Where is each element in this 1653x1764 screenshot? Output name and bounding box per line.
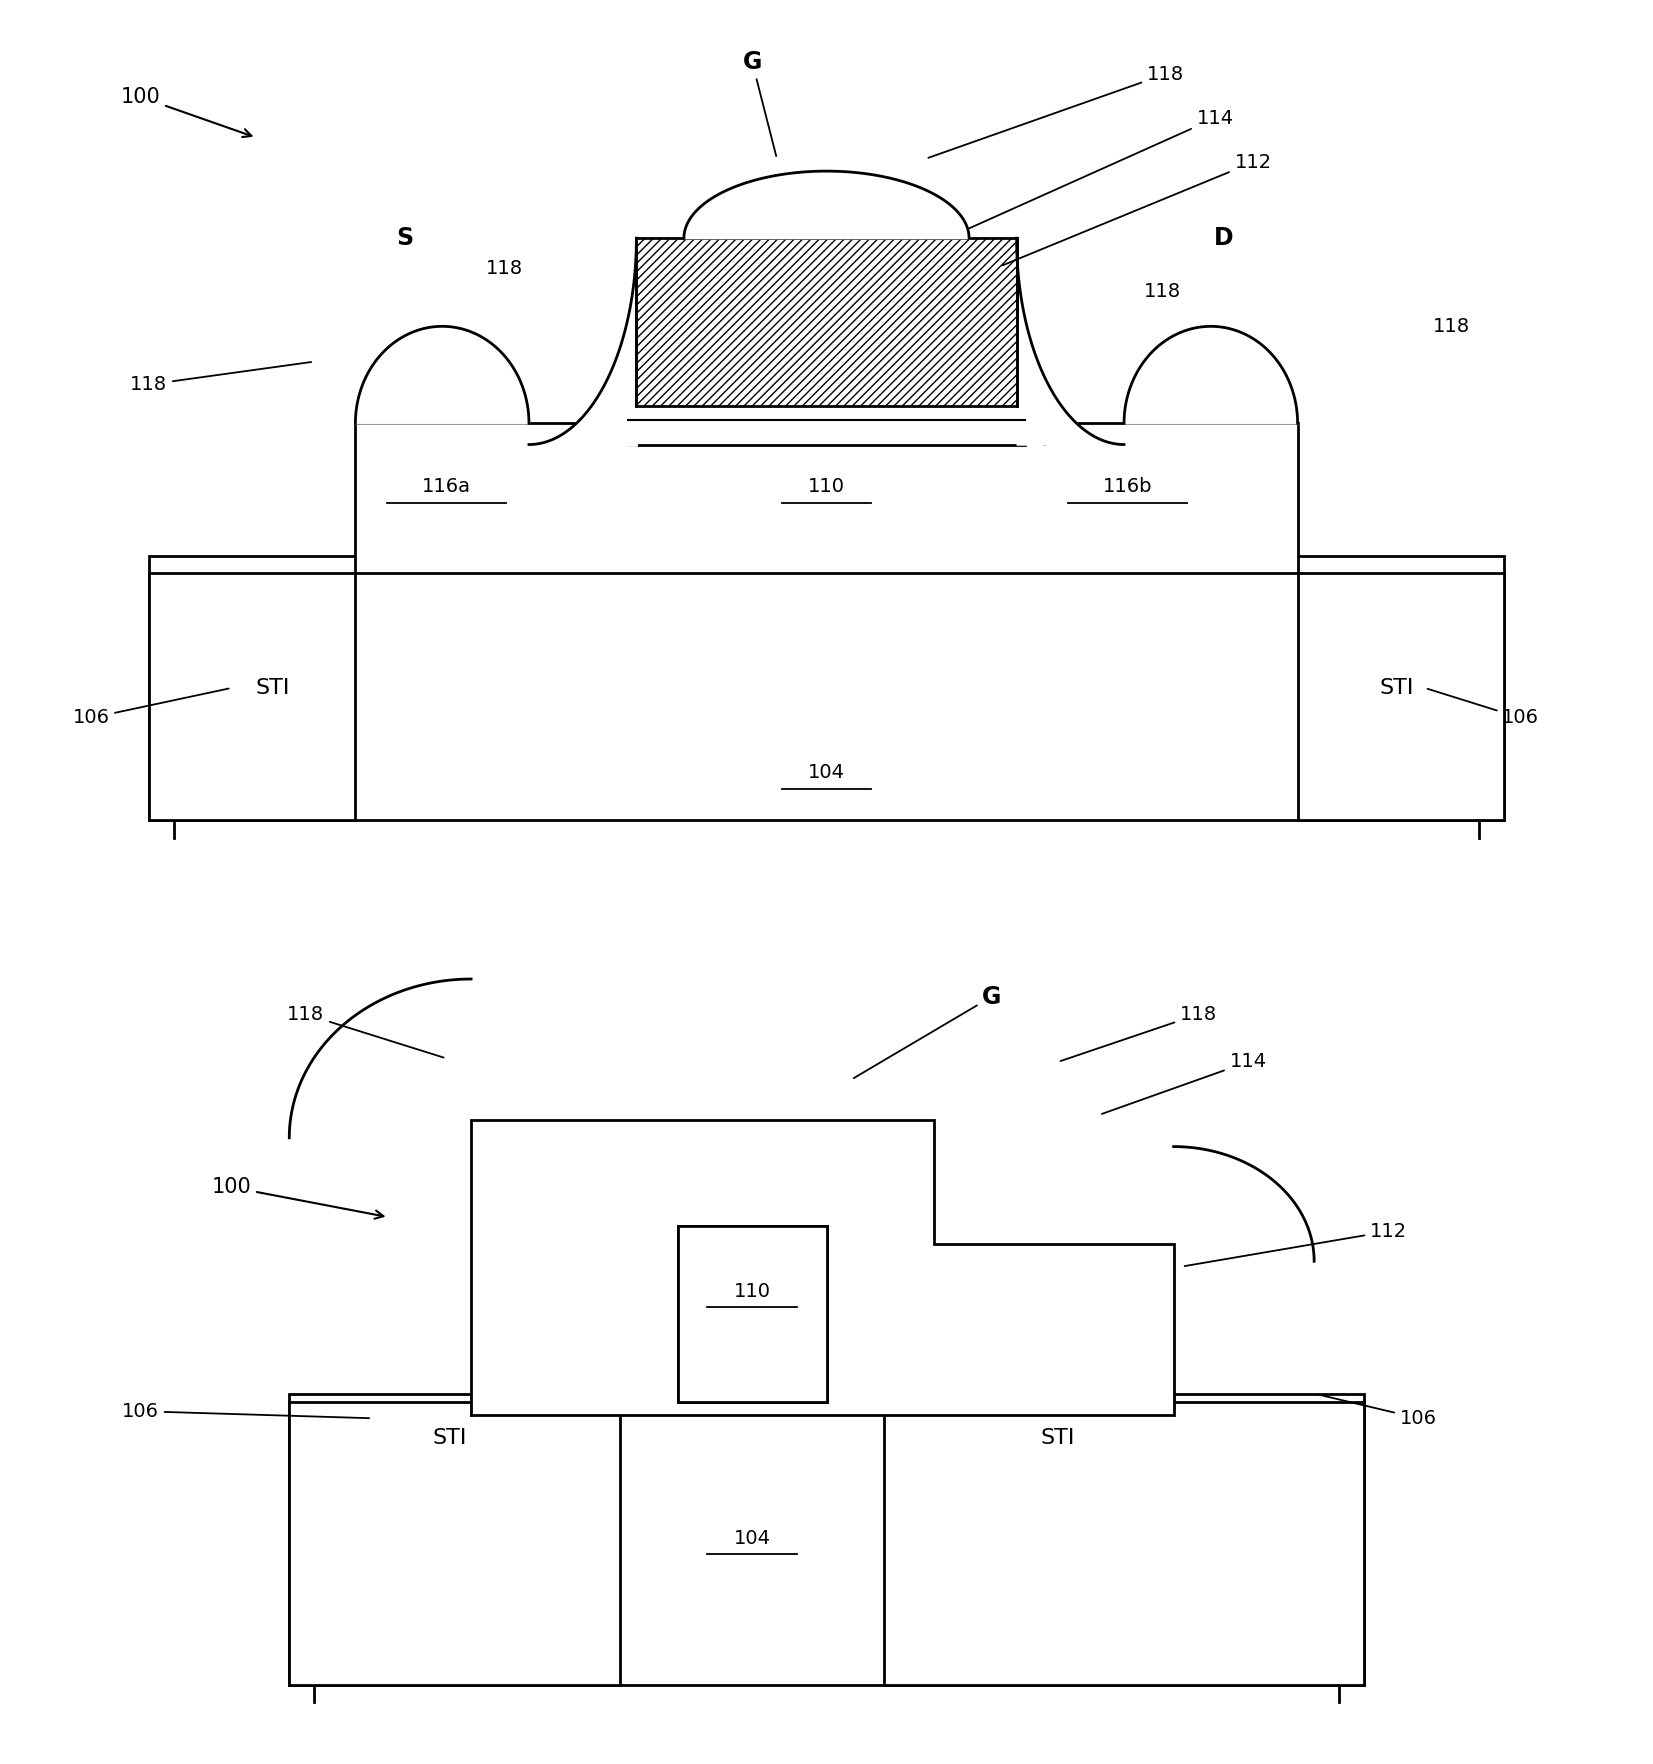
Text: 114: 114 [970, 109, 1233, 228]
Text: G: G [742, 49, 777, 155]
Text: 106: 106 [73, 688, 228, 727]
Bar [636, 238, 1017, 406]
Bar [471, 1120, 934, 1415]
Text: 118: 118 [1433, 318, 1470, 335]
Text: 100: 100 [212, 1177, 383, 1219]
Text: STI: STI [1380, 677, 1413, 699]
Text: 112: 112 [1185, 1222, 1407, 1267]
Text: 110: 110 [734, 1282, 770, 1300]
Text: STI: STI [433, 1427, 466, 1448]
Bar [678, 1226, 826, 1402]
Text: 118: 118 [929, 65, 1184, 157]
Text: 112: 112 [1003, 153, 1271, 265]
Text: 110: 110 [808, 478, 845, 496]
Text: G: G [853, 984, 1002, 1078]
Bar [678, 1226, 826, 1402]
Bar [355, 423, 1298, 573]
Text: 116b: 116b [1103, 478, 1152, 496]
Text: 118: 118 [288, 1005, 443, 1058]
Bar [665, 1226, 840, 1402]
Bar [884, 1402, 1364, 1685]
Text: 114: 114 [1103, 1053, 1266, 1113]
Bar [149, 573, 355, 820]
Text: 118: 118 [1144, 282, 1180, 300]
Text: 104: 104 [734, 1529, 770, 1547]
Bar [149, 556, 1504, 820]
Text: 106: 106 [1317, 1394, 1436, 1427]
Text: 106: 106 [1428, 688, 1539, 727]
Text: 116a: 116a [422, 478, 471, 496]
Bar [1298, 573, 1504, 820]
Text: 104: 104 [808, 764, 845, 781]
Text: 118: 118 [486, 259, 522, 277]
Bar [289, 1402, 620, 1685]
Text: 106: 106 [122, 1402, 369, 1420]
Text: 118: 118 [131, 362, 311, 393]
Text: 100: 100 [121, 86, 251, 138]
Text: STI: STI [1041, 1427, 1074, 1448]
Text: D: D [1213, 226, 1233, 250]
Text: STI: STI [256, 677, 289, 699]
Text: 118: 118 [1061, 1005, 1217, 1060]
Bar [289, 1394, 1364, 1685]
Bar [934, 1244, 1174, 1415]
Text: S: S [397, 226, 413, 250]
